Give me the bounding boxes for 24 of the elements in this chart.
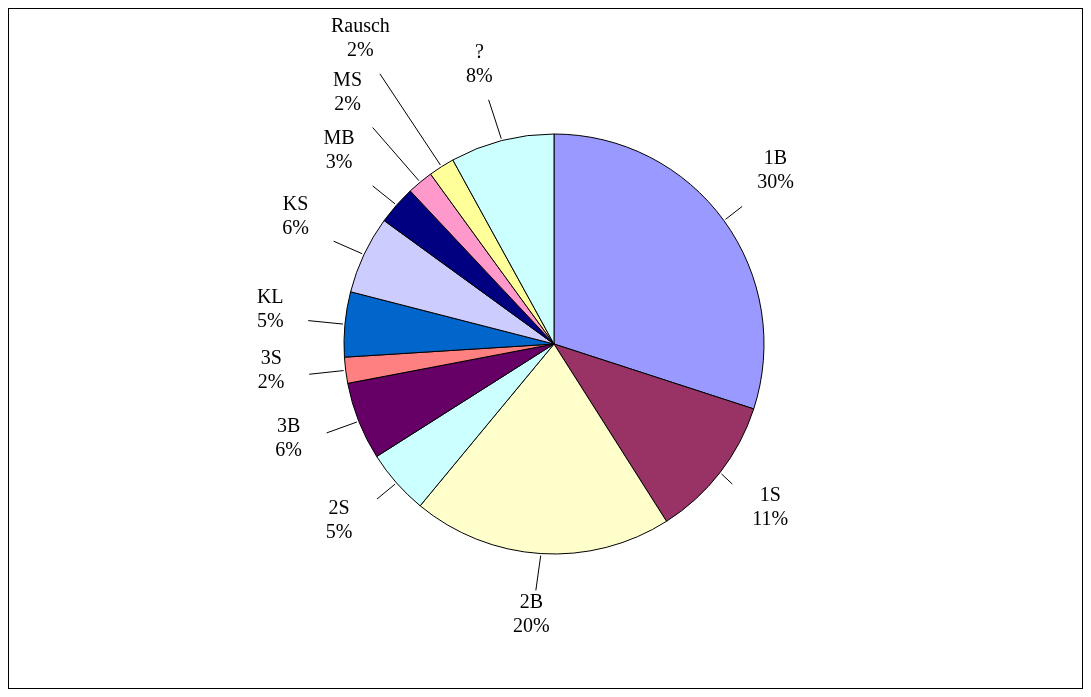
data-label: 8% xyxy=(466,63,493,86)
slice-label: 2B xyxy=(519,590,544,613)
data-label: 6% xyxy=(275,438,302,461)
slice-label: MS xyxy=(333,67,363,90)
data-label: 5% xyxy=(256,308,284,331)
data-label: 5% xyxy=(325,520,353,543)
slice-label: 1B xyxy=(763,146,788,169)
data-label: 3% xyxy=(325,149,353,172)
data-label: 6% xyxy=(282,215,309,238)
data-label: 11% xyxy=(752,506,789,529)
slice-label: KL xyxy=(256,284,284,307)
slice-label: ? xyxy=(474,39,484,62)
legend-label: 3B xyxy=(276,414,301,437)
data-label: 2% xyxy=(257,370,285,393)
slice-label: 2S xyxy=(328,496,350,519)
data-label: 30% xyxy=(757,170,794,193)
slice-label: 3S xyxy=(260,346,282,369)
data-label: 2% xyxy=(334,91,361,114)
slice-label: KS xyxy=(282,191,309,214)
slice-label: 1S xyxy=(759,482,781,505)
data-label: 2% xyxy=(347,37,374,60)
data-label: 20% xyxy=(513,614,550,637)
slice-label: MB xyxy=(323,125,355,148)
slice-label: Rausch xyxy=(330,13,390,36)
